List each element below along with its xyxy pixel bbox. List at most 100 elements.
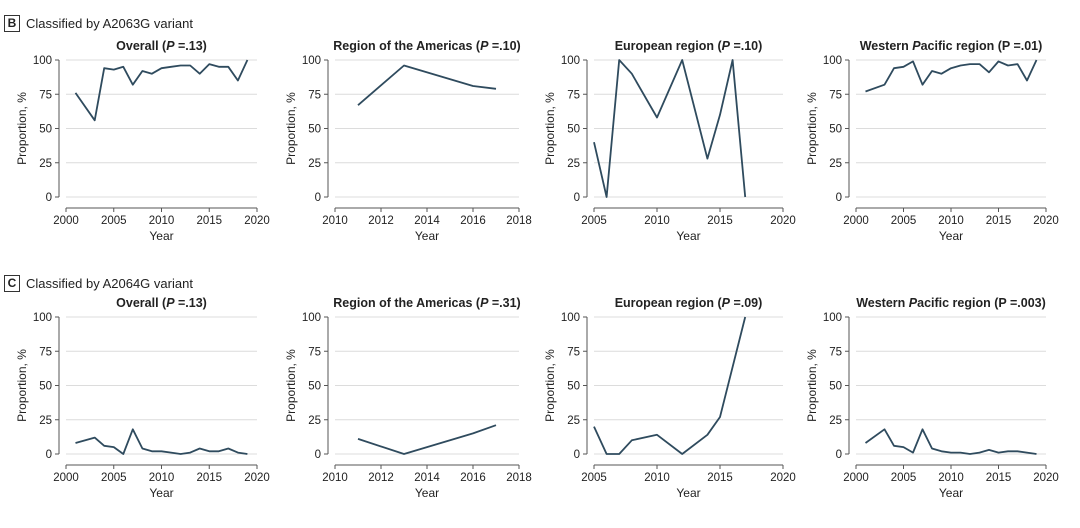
y-axis-label: Proportion, % (805, 349, 819, 422)
x-tick-label: 2016 (460, 215, 486, 227)
x-tick-label: 2010 (644, 472, 670, 484)
x-tick-label: 2015 (986, 215, 1012, 227)
y-tick-label: 0 (836, 449, 842, 461)
panel-c-title: Classified by A2064G variant (26, 275, 193, 291)
y-tick-label: 100 (561, 312, 580, 324)
chart-1: Overall (P =.13) 0 25 50 75 100 2000 2005 2010 20… (15, 39, 270, 243)
x-tick-label: 2015 (707, 215, 733, 227)
panel-b-letter: B (4, 14, 20, 32)
y-axis-label: Proportion, % (543, 92, 557, 165)
chart-4: Western Pacific region (P =.01) 0 25 50 75 10… (805, 39, 1059, 243)
y-tick-label: 75 (567, 89, 580, 101)
series-line (74, 59, 249, 122)
y-tick-label: 0 (836, 192, 842, 204)
x-axis-label: Year (939, 229, 963, 243)
y-tick-label: 100 (33, 55, 52, 67)
x-tick-label: 2018 (506, 472, 532, 484)
y-axis-label: Proportion, % (15, 349, 29, 422)
chart-title: Region of the Americas (P =.10) (333, 39, 520, 53)
x-tick-label: 2020 (244, 472, 270, 484)
x-axis-label: Year (149, 229, 173, 243)
x-tick-label: 2015 (986, 472, 1012, 484)
x-tick-label: 2005 (101, 215, 127, 227)
x-tick-label: 2000 (843, 215, 869, 227)
x-tick-label: 2010 (322, 215, 348, 227)
y-tick-label: 50 (829, 124, 842, 136)
y-tick-label: 50 (567, 124, 580, 136)
x-axis-label: Year (939, 486, 963, 500)
y-tick-label: 75 (829, 346, 842, 358)
panel-b-header: B Classified by A2063G variant (4, 13, 193, 33)
chart-7: European region (P =.09) 0 25 50 75 100 2005 20… (543, 296, 796, 500)
x-axis-label: Year (415, 486, 439, 500)
chart-3: European region (P =.10) 0 25 50 75 100 2005 20… (543, 39, 796, 243)
y-tick-label: 25 (308, 415, 321, 427)
y-tick-label: 100 (33, 312, 52, 324)
y-axis-label: Proportion, % (543, 349, 557, 422)
x-tick-label: 2015 (196, 472, 222, 484)
x-tick-label: 2010 (149, 472, 175, 484)
y-tick-label: 0 (315, 449, 321, 461)
y-tick-label: 100 (561, 55, 580, 67)
chart-title: Region of the Americas (P =.31) (333, 296, 520, 310)
x-tick-label: 2010 (644, 215, 670, 227)
y-tick-label: 100 (302, 312, 321, 324)
series-line (593, 59, 747, 198)
x-tick-label: 2015 (707, 472, 733, 484)
x-tick-label: 2018 (506, 215, 532, 227)
chart-2: Region of the Americas (P =.10) 0 25 50 75 10… (284, 39, 532, 243)
y-tick-label: 25 (567, 158, 580, 170)
series-line (593, 316, 747, 455)
panel-b-title: Classified by A2063G variant (26, 15, 193, 31)
series-line (357, 64, 497, 106)
y-tick-label: 25 (829, 415, 842, 427)
x-tick-label: 2020 (244, 215, 270, 227)
y-tick-label: 50 (829, 381, 842, 393)
x-tick-label: 2005 (581, 472, 607, 484)
x-tick-label: 2016 (460, 472, 486, 484)
chart-6: Region of the Americas (P =.31) 0 25 50 75 10… (284, 296, 532, 500)
y-tick-label: 75 (308, 89, 321, 101)
y-tick-label: 25 (39, 158, 52, 170)
chart-title: Western Pacific region (P =.01) (860, 39, 1043, 53)
x-axis-label: Year (676, 229, 700, 243)
y-axis-label: Proportion, % (15, 92, 29, 165)
x-axis-label: Year (676, 486, 700, 500)
chart-title: European region (P =.10) (615, 39, 763, 53)
y-axis-label: Proportion, % (284, 349, 298, 422)
y-tick-label: 25 (829, 158, 842, 170)
x-tick-label: 2012 (368, 472, 394, 484)
x-tick-label: 2020 (1033, 215, 1059, 227)
x-tick-label: 2005 (891, 472, 917, 484)
y-tick-label: 75 (39, 346, 52, 358)
y-tick-label: 75 (308, 346, 321, 358)
x-tick-label: 2005 (101, 472, 127, 484)
x-tick-label: 2010 (938, 215, 964, 227)
y-tick-label: 100 (302, 55, 321, 67)
chart-title: Overall (P =.13) (116, 296, 207, 310)
y-tick-label: 50 (39, 381, 52, 393)
x-tick-label: 2005 (891, 215, 917, 227)
x-tick-label: 2014 (414, 215, 440, 227)
y-tick-label: 75 (829, 89, 842, 101)
x-tick-label: 2020 (1033, 472, 1059, 484)
x-tick-label: 2012 (368, 215, 394, 227)
x-tick-label: 2020 (770, 215, 796, 227)
y-axis-label: Proportion, % (805, 92, 819, 165)
x-tick-label: 2005 (581, 215, 607, 227)
y-tick-label: 50 (308, 381, 321, 393)
x-tick-label: 2014 (414, 472, 440, 484)
x-axis-label: Year (149, 486, 173, 500)
y-tick-label: 0 (574, 192, 580, 204)
chart-title: Overall (P =.13) (116, 39, 207, 53)
x-tick-label: 2010 (322, 472, 348, 484)
series-line (865, 59, 1038, 93)
y-tick-label: 0 (315, 192, 321, 204)
series-line (864, 428, 1037, 455)
y-tick-label: 50 (308, 124, 321, 136)
y-tick-label: 0 (46, 449, 52, 461)
y-tick-label: 100 (823, 55, 842, 67)
x-tick-label: 2000 (53, 215, 79, 227)
x-tick-label: 2000 (843, 472, 869, 484)
